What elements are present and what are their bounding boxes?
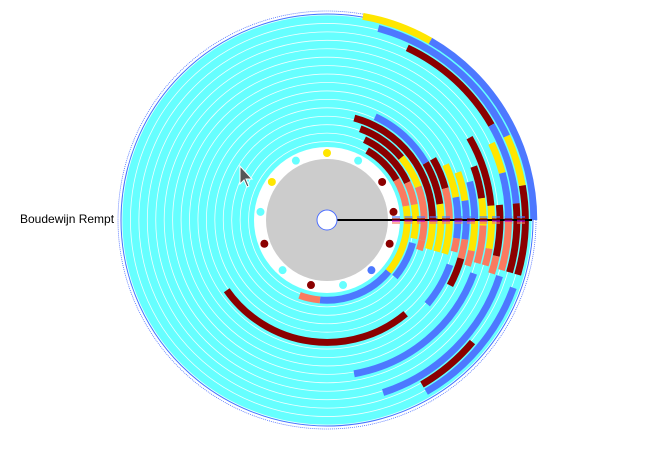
hub-dot[interactable]: [354, 156, 363, 165]
activity-arc[interactable]: [481, 247, 493, 267]
activity-arc[interactable]: [464, 249, 475, 267]
activity-arc[interactable]: [428, 37, 538, 221]
activity-arc[interactable]: [488, 123, 520, 204]
activity-arc[interactable]: [353, 272, 477, 378]
activity-arc[interactable]: [420, 339, 476, 388]
activity-arc[interactable]: [429, 157, 449, 190]
activity-arc[interactable]: [457, 238, 469, 260]
activity-arc[interactable]: [392, 241, 416, 280]
activity-arc[interactable]: [492, 204, 504, 257]
activity-arc[interactable]: [446, 257, 465, 288]
activity-arc[interactable]: [424, 286, 517, 395]
activity-arc[interactable]: [468, 219, 479, 252]
hub-dot[interactable]: [256, 207, 265, 216]
activity-arc[interactable]: [450, 237, 461, 253]
activity-arc[interactable]: [441, 187, 453, 221]
hub-dot[interactable]: [389, 207, 398, 216]
hub-dot[interactable]: [323, 149, 331, 157]
activity-arc[interactable]: [424, 263, 454, 307]
activity-arc[interactable]: [393, 178, 410, 207]
activity-arc[interactable]: [454, 171, 469, 202]
activity-arc[interactable]: [433, 203, 445, 253]
activity-arc[interactable]: [488, 255, 500, 275]
activity-arc[interactable]: [353, 114, 436, 221]
activity-arc[interactable]: [365, 147, 400, 182]
activity-arc[interactable]: [422, 161, 444, 205]
hub-dot[interactable]: [291, 156, 300, 165]
hub-dot[interactable]: [367, 266, 376, 275]
activity-arc[interactable]: [385, 205, 411, 274]
activity-arc[interactable]: [514, 184, 529, 276]
hub-dot[interactable]: [278, 266, 287, 275]
hub-dot[interactable]: [260, 239, 269, 248]
hub-dot[interactable]: [306, 281, 315, 290]
person-label: Boudewijn Rempt: [20, 212, 115, 226]
activity-arc[interactable]: [473, 225, 487, 264]
hub-dot[interactable]: [267, 177, 276, 186]
activity-arc[interactable]: [298, 292, 321, 304]
hub-dot[interactable]: [385, 239, 394, 248]
activity-arc[interactable]: [442, 163, 460, 198]
activity-arc[interactable]: [488, 141, 506, 174]
activity-arc[interactable]: [470, 165, 486, 199]
activity-arc[interactable]: [425, 219, 436, 251]
activity-arc[interactable]: [362, 12, 433, 44]
activity-arc[interactable]: [398, 155, 422, 189]
activity-arc[interactable]: [358, 125, 405, 160]
activity-arc[interactable]: [466, 135, 495, 206]
activity-arc[interactable]: [506, 203, 521, 274]
activity-arc[interactable]: [373, 113, 429, 165]
activity-arc[interactable]: [498, 219, 512, 271]
mouse-cursor-icon: [239, 164, 254, 188]
activity-arc[interactable]: [414, 185, 428, 241]
activity-arc[interactable]: [503, 134, 526, 187]
activity-arc[interactable]: [404, 181, 418, 206]
activity-arc[interactable]: [498, 172, 512, 221]
activity-arc[interactable]: [478, 197, 487, 226]
hub-dot[interactable]: [378, 177, 387, 186]
hub-dot[interactable]: [339, 281, 348, 290]
activity-arc[interactable]: [223, 288, 408, 346]
activity-arc[interactable]: [416, 239, 426, 252]
center-knob[interactable]: [316, 209, 338, 231]
activity-arc[interactable]: [410, 204, 420, 240]
activity-arc[interactable]: [382, 275, 503, 396]
activity-arc[interactable]: [362, 136, 411, 185]
activity-arc[interactable]: [377, 25, 510, 138]
activity-arc[interactable]: [319, 269, 392, 304]
activity-arc[interactable]: [485, 205, 496, 250]
activity-arc[interactable]: [452, 196, 462, 239]
activity-arc[interactable]: [405, 44, 495, 127]
